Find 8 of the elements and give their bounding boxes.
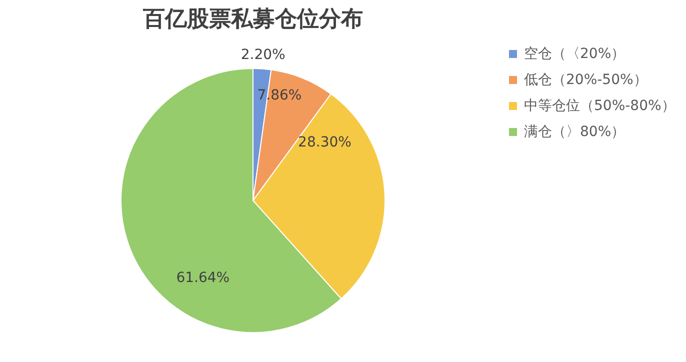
chart-title: 百亿股票私募仓位分布	[142, 6, 363, 32]
legend-label: 空仓（〈20%）	[524, 46, 626, 62]
legend-label: 低仓（20%-50%）	[524, 72, 648, 88]
data-label: 28.30%	[298, 134, 352, 150]
data-label: 2.20%	[240, 46, 286, 63]
legend-label: 中等仓位（50%-80%）	[524, 98, 676, 114]
data-label: 61.64%	[176, 270, 230, 286]
legend-label: 满仓（〉80%）	[524, 124, 626, 140]
